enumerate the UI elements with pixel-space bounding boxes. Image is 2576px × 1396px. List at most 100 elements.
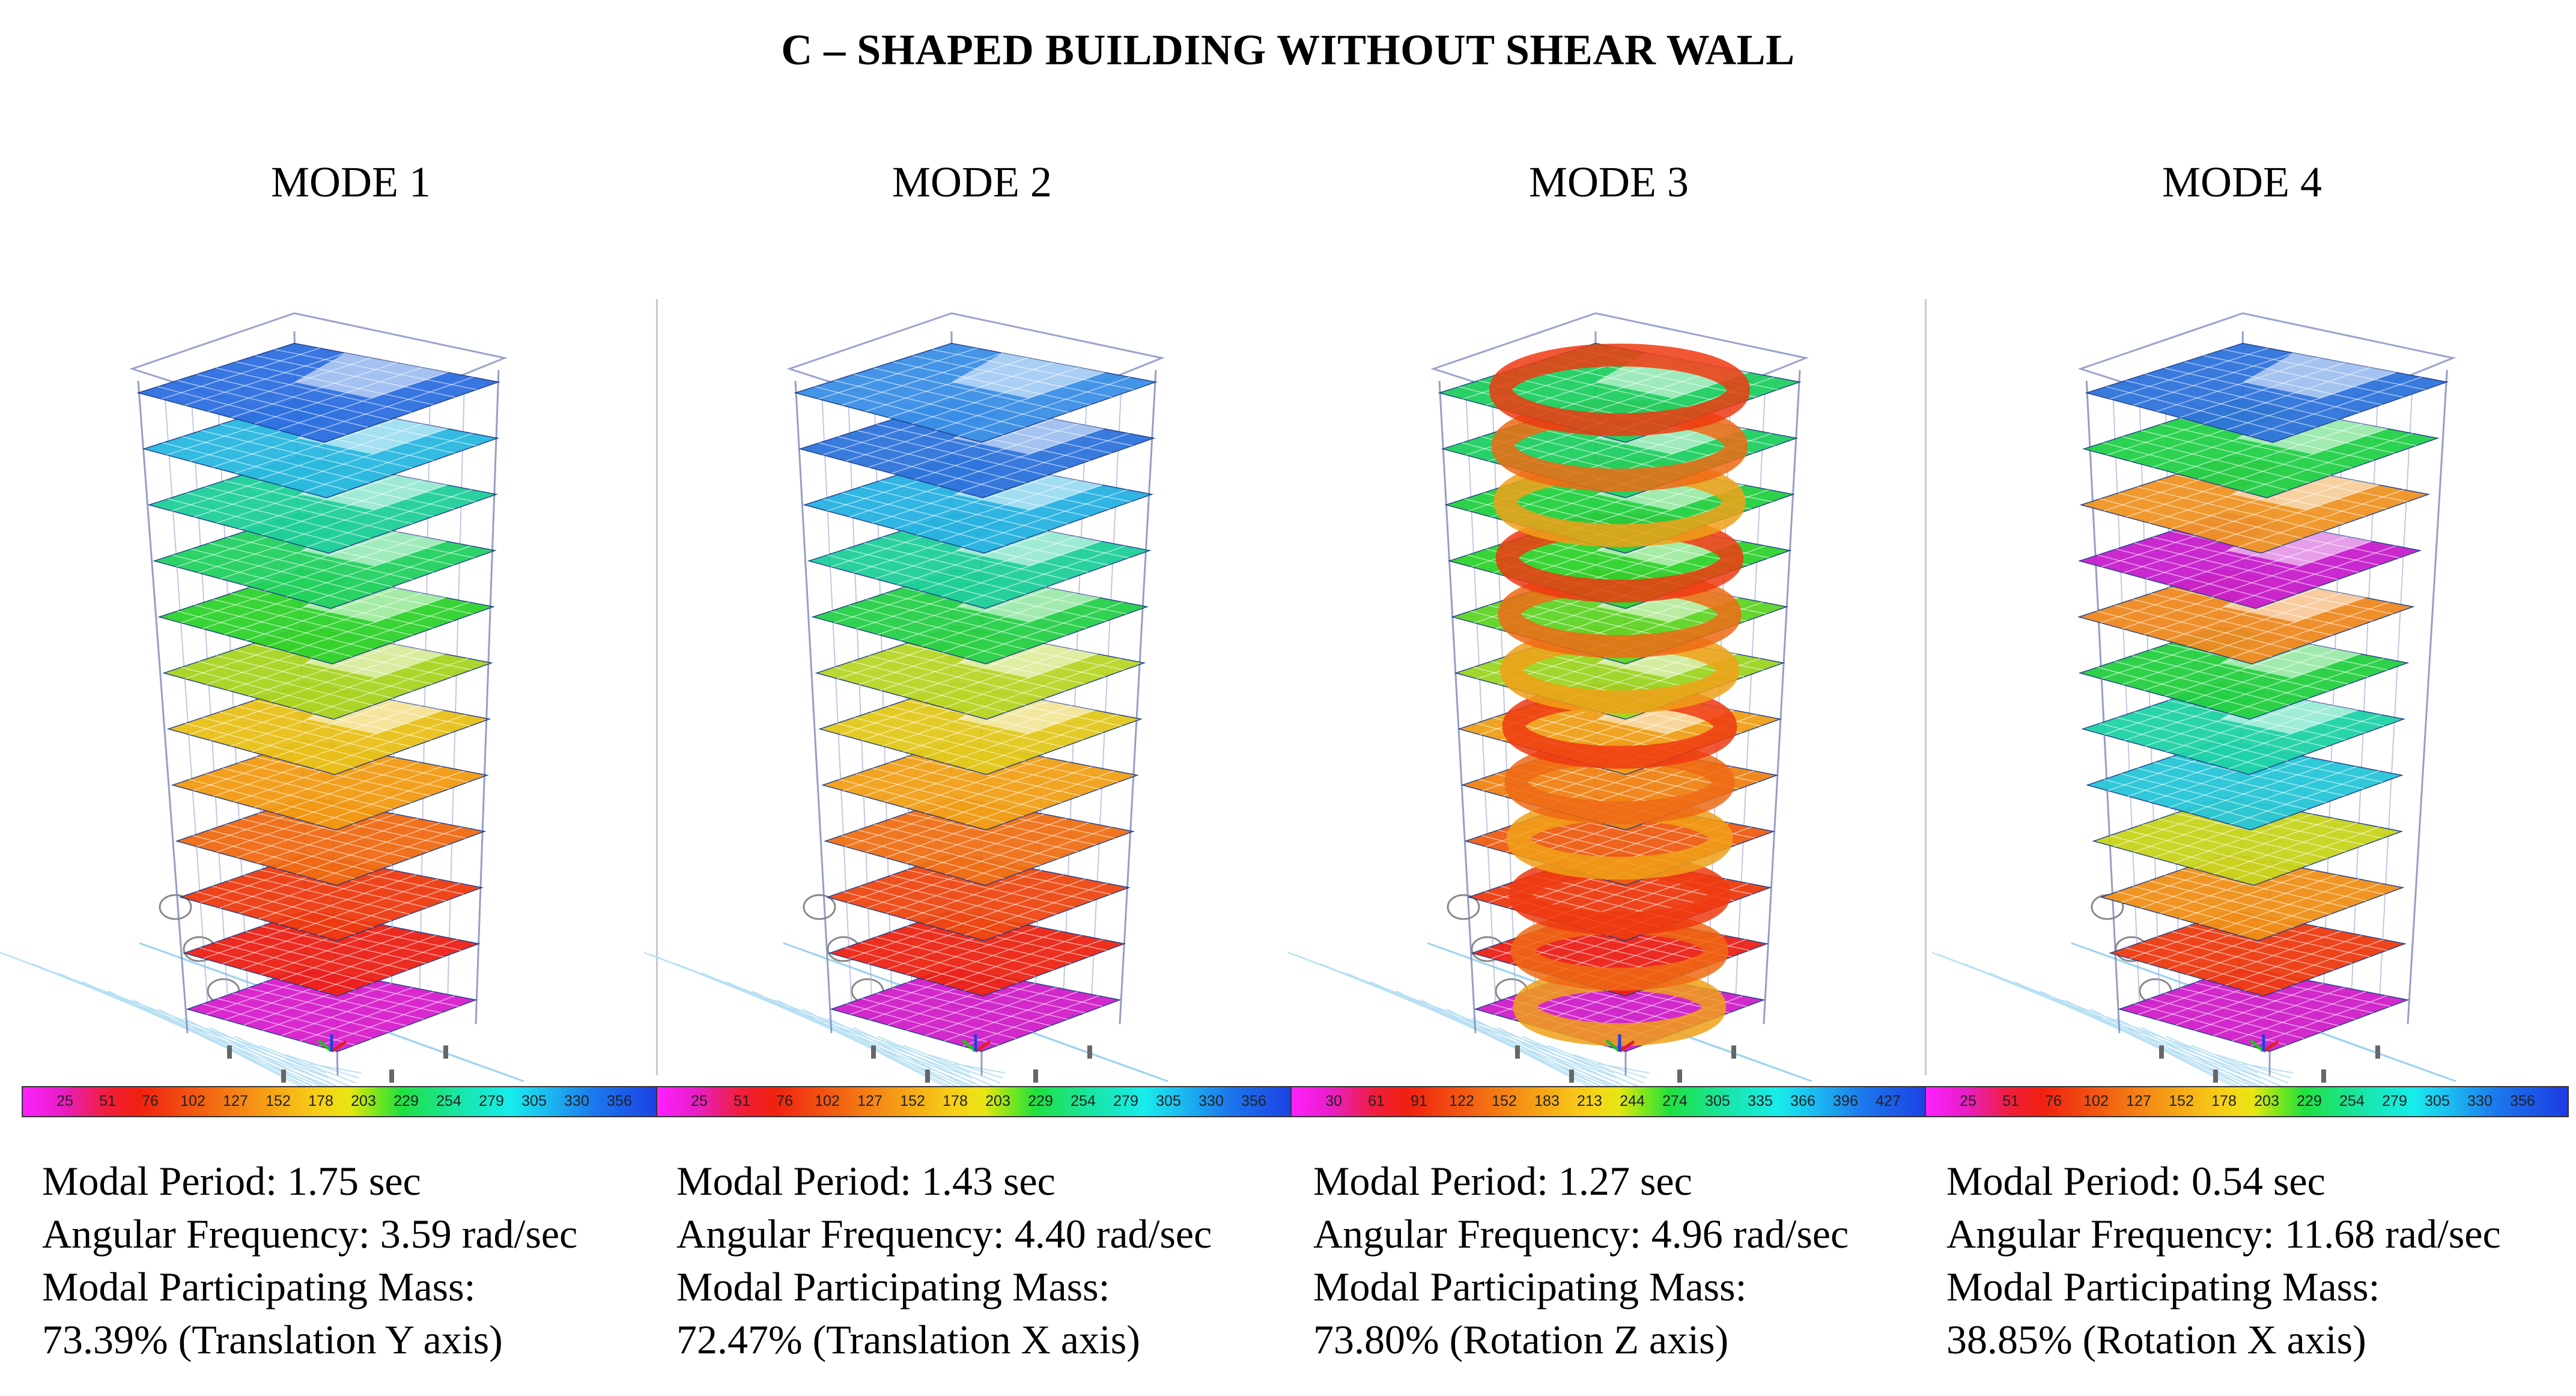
base-supports [227,1045,448,1083]
legend-tick-label: 335 [1748,1093,1773,1109]
floor-slabs [136,342,500,1052]
legend-tick-label: 427 [1876,1093,1901,1109]
legend-tick-label: 152 [266,1093,291,1109]
legend-tick-label: 178 [943,1093,968,1109]
mode-4-info: Modal Period: 0.54 sec Angular Frequency… [1946,1155,2565,1366]
mode-1-info: Modal Period: 1.75 sec Angular Frequency… [42,1155,661,1366]
legend-tick-label: 25 [1960,1093,1976,1109]
legend-tick-label: 178 [308,1093,333,1109]
legend-tick-label: 102 [2083,1093,2109,1109]
legend-tick-label: 244 [1620,1093,1645,1109]
base-supports [2159,1045,2380,1083]
participating-mass: 73.80% (Rotation Z axis) [1313,1317,1729,1362]
legend-tick-label: 127 [857,1093,882,1109]
floor-slab [153,512,497,609]
legend-tick-label: 127 [223,1093,248,1109]
modal-period: Modal Period: 1.27 sec [1313,1158,1692,1204]
legend-tick-label: 91 [1411,1093,1427,1109]
floor-slabs [794,342,1158,1052]
mode-2-info: Modal Period: 1.43 sec Angular Frequency… [676,1155,1295,1366]
legend-tick-label: 213 [1577,1093,1602,1109]
modal-period: Modal Period: 0.54 sec [1946,1158,2325,1204]
participating-mass-label: Modal Participating Mass: [676,1264,1110,1310]
base-supports [1515,1045,1736,1083]
mode-3-info: Modal Period: 1.27 sec Angular Frequency… [1313,1155,1932,1366]
legend-tick-label: 305 [1705,1093,1730,1109]
angular-frequency: Angular Frequency: 11.68 rad/sec [1946,1211,2501,1257]
mode-1-color-legend: 25 51 76 102 127 152 178 203 229 254 279 305 330 356 [22,1086,666,1117]
mode-3-color-legend: 30 61 91 122 152 183 213 244 274 305 335 366 396 427 [1290,1086,1934,1117]
participating-mass-label: Modal Participating Mass: [1946,1264,2380,1310]
panel-divider [1925,299,1927,1075]
legend-tick-label: 203 [351,1093,376,1109]
legend-tick-label: 254 [1071,1093,1096,1109]
mode-4-color-legend: 25 51 76 102 127 152 178 203 229 254 279 305 330 356 [1925,1086,2569,1117]
axis-triad-icon [317,1034,347,1053]
legend-tick-label: 279 [479,1093,504,1109]
angular-frequency: Angular Frequency: 4.96 rad/sec [1313,1211,1849,1257]
floor-slab [136,342,500,443]
legend-tick-label: 61 [1368,1093,1385,1109]
legend-tick-label: 279 [1113,1093,1138,1109]
floor-slab [182,909,481,997]
legend-tick-label: 330 [1198,1093,1224,1109]
legend-tick-label: 51 [734,1093,750,1109]
page-title: C – SHAPED BUILDING WITHOUT SHEAR WALL [781,26,1795,74]
mode-4-title: MODE 4 [2162,158,2322,206]
legend-tick-label: 305 [2425,1093,2450,1109]
legend-tick-label: 356 [1241,1093,1266,1109]
mode-3-deformed-shape [1288,282,1932,1087]
panel-divider [656,299,658,1075]
base-supports [871,1045,1092,1083]
legend-tick-label: 366 [1790,1093,1815,1109]
legend-tick-label: 183 [1534,1093,1560,1109]
floor-slab [2085,342,2449,443]
legend-tick-label: 76 [2045,1093,2062,1109]
axis-triad-icon [961,1034,991,1053]
legend-tick-label: 305 [521,1093,547,1109]
participating-mass: 72.47% (Translation X axis) [676,1317,1140,1362]
floor-slab [1438,342,1802,443]
legend-tick-label: 122 [1449,1093,1474,1109]
legend-tick-label: 152 [1492,1093,1517,1109]
legend-tick-label: 203 [985,1093,1010,1109]
legend-tick-label: 51 [99,1093,116,1109]
participating-mass: 73.39% (Translation Y axis) [42,1317,503,1362]
mode-1-title: MODE 1 [271,158,431,206]
axis-triad-icon [1605,1034,1635,1053]
floor-slab [178,853,484,941]
axis-triad-icon [2249,1034,2279,1053]
legend-tick-label: 229 [393,1093,419,1109]
floor-slab [794,342,1158,443]
mode-2-color-legend: 25 51 76 102 127 152 178 203 229 254 279 305 330 356 [656,1086,1300,1117]
mode-2-deformed-shape [644,282,1288,1087]
angular-frequency: Angular Frequency: 3.59 rad/sec [42,1211,578,1257]
angular-frequency: Angular Frequency: 4.40 rad/sec [676,1211,1212,1257]
floor-slabs [1438,342,1802,1052]
legend-tick-label: 254 [436,1093,461,1109]
floor-slab [2092,796,2404,886]
legend-tick-label: 51 [2002,1093,2019,1109]
legend-tick-label: 30 [1325,1093,1342,1109]
floor-slab [2108,909,2407,997]
modal-period: Modal Period: 1.43 sec [676,1158,1056,1204]
legend-tick-label: 229 [2297,1093,2322,1109]
modal-period: Modal Period: 1.75 sec [42,1158,421,1204]
participating-mass: 38.85% (Rotation X axis) [1946,1317,2366,1362]
legend-tick-label: 279 [2382,1093,2407,1109]
legend-tick-label: 102 [815,1093,840,1109]
legend-tick-label: 330 [2467,1093,2492,1109]
legend-tick-label: 76 [142,1093,159,1109]
legend-tick-label: 25 [691,1093,708,1109]
floor-slab [1447,512,1792,609]
legend-tick-label: 25 [56,1093,73,1109]
legend-tick-label: 356 [607,1093,632,1109]
legend-tick-label: 152 [900,1093,925,1109]
legend-tick-label: 127 [2126,1093,2151,1109]
floor-slab [2085,739,2404,831]
legend-tick-label: 203 [2254,1093,2279,1109]
participating-mass-label: Modal Participating Mass: [42,1264,476,1310]
legend-tick-label: 102 [180,1093,205,1109]
legend-tick-label: 254 [2339,1093,2365,1109]
legend-tick-label: 152 [2169,1093,2194,1109]
